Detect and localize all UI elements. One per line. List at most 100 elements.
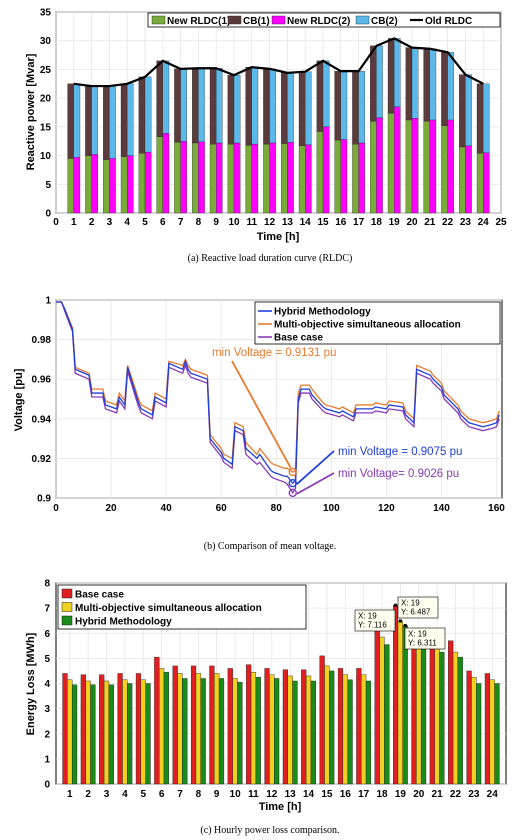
- bar-hybrid: [255, 677, 261, 785]
- x-axis-label-a: Time [h]: [257, 231, 300, 243]
- data-tip-text: X: 19: [408, 630, 427, 639]
- bar-new-rldc-2: [162, 133, 170, 214]
- bar-new-rldc-1: [120, 156, 128, 214]
- caption-b: (b) Comparison of mean voltage.: [204, 541, 336, 552]
- bar-hybrid: [163, 671, 170, 785]
- bar-new-rldc-2: [73, 157, 81, 214]
- x-tick-label: 22: [450, 789, 462, 800]
- x-tick-label: 120: [378, 503, 395, 514]
- bar-new-rldc-1: [103, 159, 110, 214]
- bar-new-rldc-2: [483, 152, 490, 214]
- y-tick-label: 2: [44, 729, 50, 740]
- bar-multi-objective: [305, 675, 312, 785]
- data-tip-box: [404, 627, 446, 650]
- x-tick-label: 24: [487, 789, 499, 800]
- x-tick-label: 21: [424, 217, 436, 228]
- legend-c: Base case Multi-objective simultaneous al…: [57, 584, 307, 630]
- data-tip-text: Y: 7.116: [358, 621, 387, 630]
- x-tick-label: 20: [105, 503, 117, 514]
- bar-multi-objective: [361, 674, 367, 785]
- bar-cb-2: [91, 85, 98, 155]
- hybrid-line: [56, 301, 500, 485]
- bar-cb-2: [340, 71, 348, 140]
- bar-hybrid: [329, 670, 335, 785]
- bar-cb-1: [209, 68, 217, 145]
- bar-new-rldc-1: [281, 143, 288, 214]
- bar-multi-objective: [397, 620, 403, 785]
- bar-multi-objective: [177, 673, 183, 785]
- x-tick-label: 19: [395, 789, 407, 800]
- bar-new-rldc-1: [441, 125, 448, 214]
- bar-multi-objective: [122, 679, 128, 785]
- bar-cb-2: [233, 75, 241, 144]
- x-tick-label: 1: [71, 217, 77, 228]
- bar-new-rldc-1: [138, 153, 146, 214]
- bar-new-rldc-1: [387, 112, 395, 214]
- bar-base-case: [484, 673, 491, 785]
- bar-multi-objective: [85, 680, 91, 785]
- y-tick-label: 0.96: [32, 375, 52, 386]
- bar-hybrid: [420, 648, 427, 785]
- x-tick-label: 8: [196, 789, 202, 800]
- x-axis-label-c: Time [h]: [259, 801, 302, 813]
- y-tick-label: 5: [45, 180, 51, 191]
- x-tick-label: 15: [321, 789, 333, 800]
- min-voltage-marker: [288, 478, 297, 488]
- bar-multi-objective: [416, 643, 422, 785]
- legend-label-c: Hybrid Methodology: [75, 617, 172, 628]
- y-tick-label: 20: [40, 94, 52, 105]
- x-tick-label: 21: [432, 789, 444, 800]
- bar-hybrid: [310, 680, 316, 785]
- x-tick-label: 10: [230, 789, 242, 800]
- old-rldc-line: [73, 37, 484, 88]
- bar-base-case: [282, 669, 288, 785]
- data-tip-box: [354, 609, 396, 632]
- bars-c: [62, 605, 500, 785]
- bar-hybrid: [71, 684, 78, 785]
- bar-base-case: [190, 665, 197, 785]
- min-voltage-arrow: [231, 360, 292, 469]
- bar-new-rldc-2: [465, 145, 472, 214]
- legend-label-a: New RLDC(2): [287, 16, 350, 27]
- bar-cb-1: [85, 85, 92, 156]
- x-tick-label: 3: [104, 789, 110, 800]
- bar-multi-objective: [471, 677, 477, 785]
- x-tick-label: 80: [271, 503, 283, 514]
- y-ticks-a: 0 5 10 15 20 25 30 35: [40, 8, 52, 220]
- bar-cb-1: [227, 75, 235, 145]
- bar-cb-2: [358, 71, 365, 144]
- x-tick-label: 7: [178, 217, 184, 228]
- x-tick-label: 140: [433, 503, 450, 514]
- x-tick-label: 0: [53, 217, 59, 228]
- bar-base-case: [337, 668, 344, 785]
- legend-swatch-c: [61, 602, 73, 612]
- lines-b: [56, 301, 500, 495]
- x-tick-label: 6: [160, 217, 166, 228]
- bar-hybrid: [365, 680, 372, 785]
- bar-cb-1: [334, 71, 341, 141]
- legend-label-b: Hybrid Methodology: [274, 307, 371, 318]
- bar-new-rldc-2: [180, 141, 187, 214]
- legend-label-a: CB(2): [371, 16, 398, 27]
- bar-cb-2: [180, 68, 187, 142]
- y-tick-label: 1: [44, 754, 50, 765]
- bar-hybrid: [200, 678, 206, 785]
- bar-cb-2: [73, 83, 81, 158]
- bar-cb-2: [411, 47, 419, 119]
- annotations-b: min Voltage = 0.9131 pu min Voltage = 0.9…: [212, 347, 462, 498]
- bar-base-case: [411, 633, 417, 785]
- bar-cb-2: [144, 76, 152, 153]
- x-tick-label: 60: [216, 503, 228, 514]
- bar-base-case: [429, 638, 435, 785]
- bar-new-rldc-1: [192, 142, 199, 214]
- bar-new-rldc-2: [340, 139, 348, 214]
- min-voltage-marker: [288, 488, 297, 498]
- bar-new-rldc-1: [245, 145, 252, 214]
- x-tick-label: 12: [266, 789, 278, 800]
- y-tick-label: 10: [40, 151, 52, 162]
- y-tick-label: 0.98: [32, 335, 52, 346]
- bar-new-rldc-2: [109, 158, 116, 214]
- x-tick-label: 20: [413, 789, 425, 800]
- bar-base-case: [356, 668, 362, 785]
